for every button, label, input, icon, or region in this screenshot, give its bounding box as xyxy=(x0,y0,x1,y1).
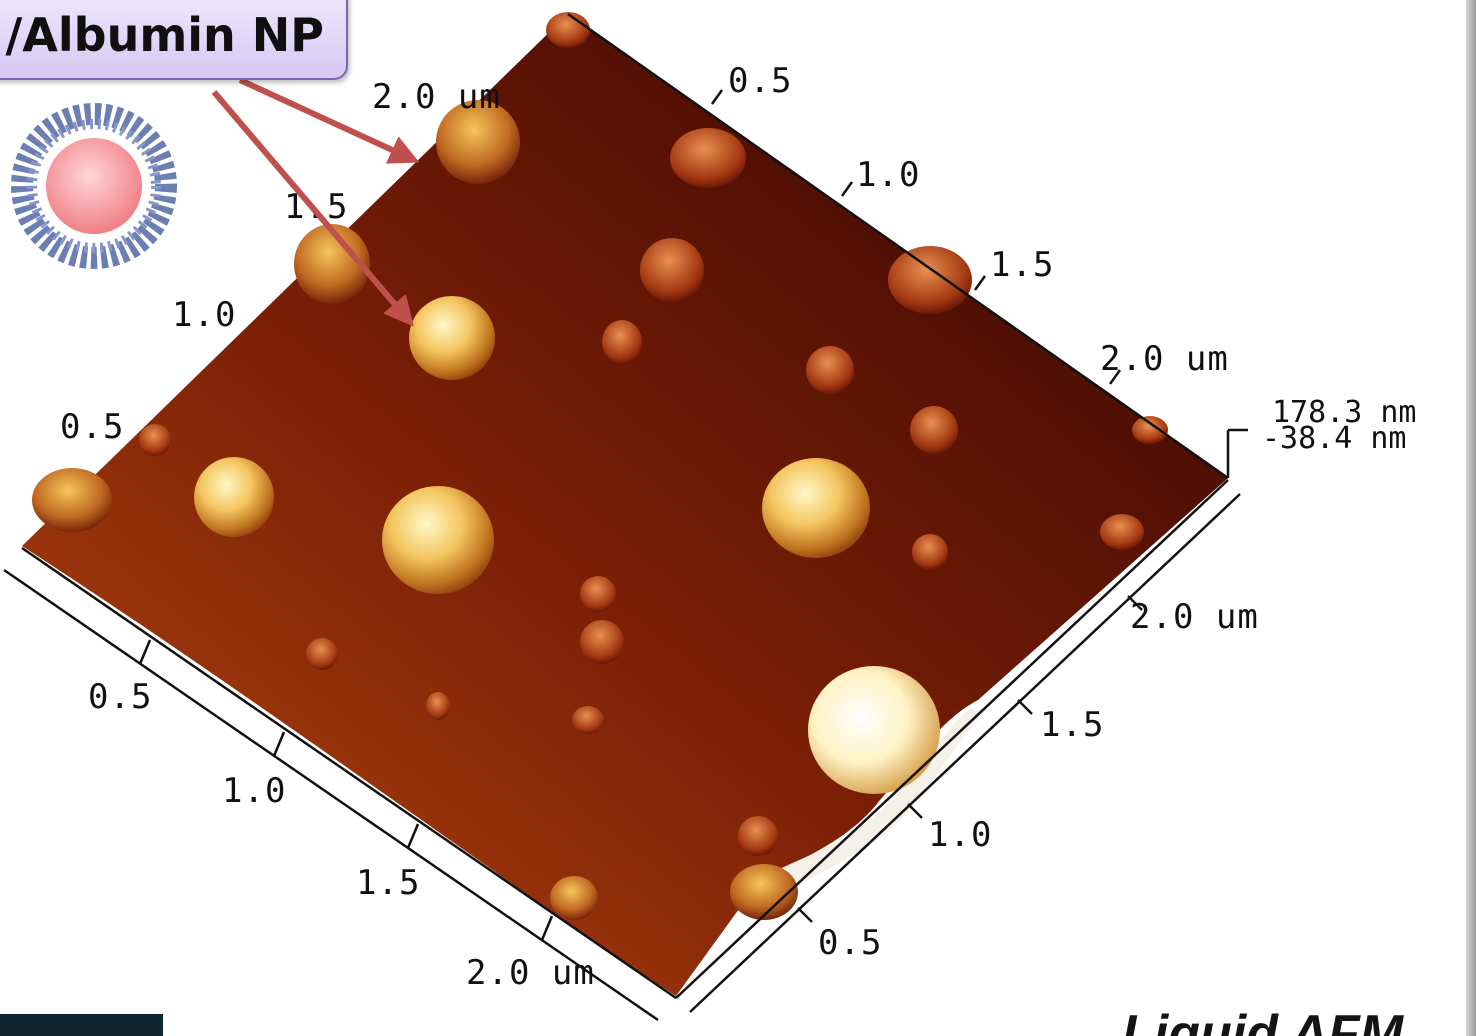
tick-front-left-0: 0.5 xyxy=(88,677,152,717)
albumin-np-label: /Albumin NP xyxy=(0,0,348,80)
tick-top-right-2: 1.5 xyxy=(990,245,1054,285)
tick-back-left-1: 1.0 xyxy=(172,295,236,335)
method-caption: Liquid AFM xyxy=(1122,1005,1404,1036)
pointer-arrows xyxy=(211,77,420,327)
albumin-np-label-text: /Albumin NP xyxy=(5,8,324,62)
tick-back-left-0: 0.5 xyxy=(60,407,124,447)
right-edge-bar xyxy=(1466,0,1476,1036)
height-scale-min: -38.4 nm xyxy=(1262,421,1407,456)
tick-back-left-3: 2.0 um xyxy=(372,77,501,117)
tick-front-left-1: 1.0 xyxy=(222,771,286,811)
tick-front-left-3: 2.0 um xyxy=(466,953,595,993)
tick-back-left-2: 1.5 xyxy=(284,187,348,227)
tick-top-right-3: 2.0 um xyxy=(1100,339,1229,379)
tick-front-left-2: 1.5 xyxy=(356,863,420,903)
albumin-np-schematic xyxy=(11,103,177,269)
dark-corner-thumbnail xyxy=(0,1014,163,1036)
tick-front-right-3: 2.0 um xyxy=(1130,597,1259,637)
tick-front-right-0: 0.5 xyxy=(818,923,882,963)
axis-frame xyxy=(3,12,1248,1022)
tick-top-right-1: 1.0 xyxy=(856,155,920,195)
tick-top-right-0: 0.5 xyxy=(728,61,792,101)
height-scale-max: 178.3 nm xyxy=(1272,395,1417,430)
nanoparticles xyxy=(32,12,1168,920)
tick-front-right-1: 1.0 xyxy=(928,815,992,855)
tick-front-right-2: 1.5 xyxy=(1040,705,1104,745)
